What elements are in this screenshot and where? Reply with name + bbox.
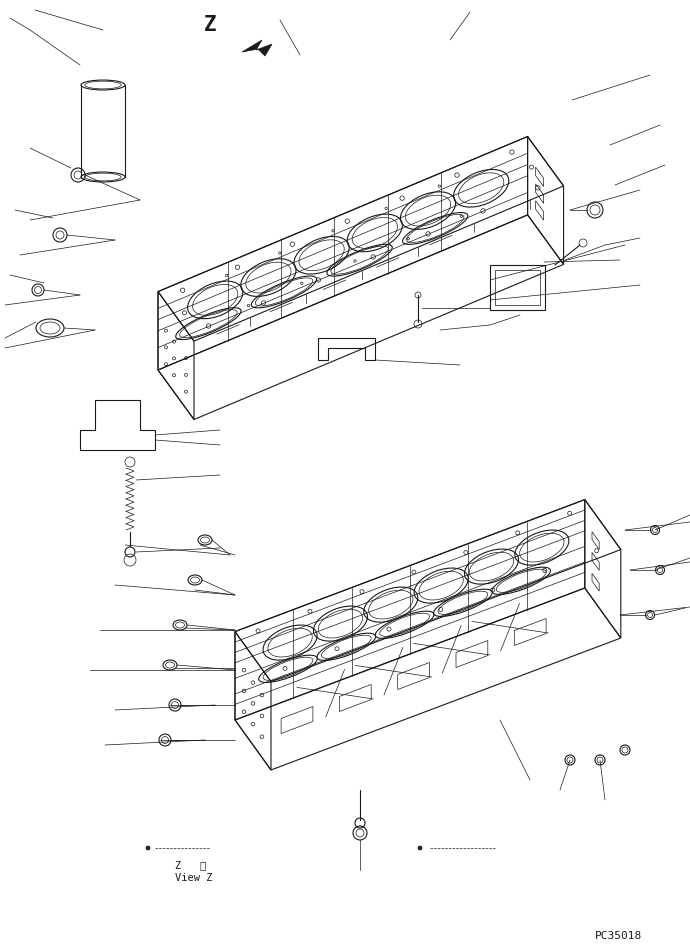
Polygon shape xyxy=(242,40,272,56)
Circle shape xyxy=(125,547,135,557)
Circle shape xyxy=(146,846,150,850)
Circle shape xyxy=(418,846,422,850)
Text: Z   視: Z 視 xyxy=(175,860,206,870)
Text: View Z: View Z xyxy=(175,873,213,883)
Text: Z: Z xyxy=(204,15,216,35)
Text: PC35018: PC35018 xyxy=(594,931,642,941)
